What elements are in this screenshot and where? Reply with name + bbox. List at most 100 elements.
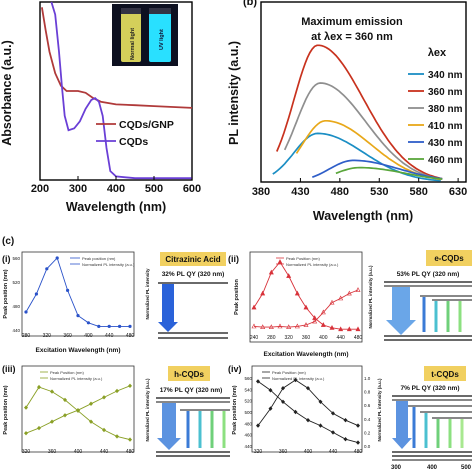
data-point <box>251 323 257 329</box>
legend-ii-item-2: Normalized PL intensity (a.u.) <box>286 262 339 267</box>
data-point <box>331 430 335 435</box>
x-tick-label: 440 <box>329 449 338 455</box>
subpanel-i-frame <box>21 251 135 337</box>
x-tick-label: 360 <box>279 449 288 455</box>
data-point <box>128 324 132 328</box>
inset-label-normal: Normal light <box>130 28 136 60</box>
legend-b-item: 410 nm <box>428 121 463 132</box>
data-point <box>293 377 298 383</box>
data-point <box>63 397 67 403</box>
x-tick-label: 200 <box>31 183 49 195</box>
subpanel-i-y2label: Normalized PL intensity <box>145 268 150 319</box>
y-tick-label: 440 <box>12 328 20 333</box>
data-point <box>318 423 323 428</box>
legend-iii: Peak Position (nm) Normalized PL intensi… <box>40 370 103 381</box>
subpanel-iv: (iv) 320 360 400 440 480 440 460 480 500 520 540 56… <box>228 364 472 471</box>
subpanel-iv-ylabel: Peak position (nm) <box>232 385 238 434</box>
data-point <box>306 417 310 423</box>
x-tick-label: 530 <box>370 186 388 198</box>
qy-iii: 17% PL QY (320 nm) <box>160 387 223 394</box>
subpanel-iii-y2label: Normalized PL intensity (a.u.) <box>145 378 150 441</box>
data-point <box>343 437 348 442</box>
y-tick-label: 480 <box>244 421 252 426</box>
x-tick-label: 400 <box>304 449 313 455</box>
y2-tick-label: 0.8 <box>364 390 371 395</box>
data-point <box>37 425 41 431</box>
x-tick-label: 360 <box>48 449 57 455</box>
panel-b: (b) Maximum emission at λex = 360 nm 380… <box>227 0 467 223</box>
data-point <box>24 405 28 410</box>
data-point <box>346 290 352 296</box>
data-point <box>24 431 28 436</box>
subpanel-ii-label: (ii) <box>228 254 239 264</box>
y-tick-label: 480 <box>12 304 20 309</box>
data-point <box>50 419 54 424</box>
pl-curve-360-nm <box>276 44 443 180</box>
data-point <box>102 427 106 433</box>
x-tick-label: 280 <box>22 333 31 339</box>
panel-b-legend-title: λex <box>428 47 447 59</box>
data-point <box>251 304 257 310</box>
legend-i: Peak position (nm) Normalized PL intensi… <box>70 256 135 267</box>
data-point <box>45 267 49 271</box>
subpanel-ii-y2label: Normalized PL intensity (a.u.) <box>368 265 373 328</box>
y-tick-label: 520 <box>244 399 252 404</box>
data-point <box>268 269 274 275</box>
x-tick-label: 500 <box>145 183 163 195</box>
y-tick-label: 460 <box>244 433 252 438</box>
data-point <box>37 384 41 390</box>
data-point <box>355 326 361 332</box>
data-point <box>24 310 28 314</box>
qy-i: 32% PL QY (320 nm) <box>162 271 225 278</box>
x-tick-label: 480 <box>354 335 363 341</box>
x-tick-label: 320 <box>22 449 31 455</box>
data-point <box>89 401 93 406</box>
legend-a: CQDs/GNP CQDs <box>96 119 174 148</box>
data-point <box>320 322 326 327</box>
data-point <box>286 273 292 278</box>
panel-b-title: Maximum emission <box>301 16 403 28</box>
panel-b-xlabel: Wavelength (nm) <box>313 209 413 223</box>
data-point <box>55 256 59 260</box>
vial-uv-light <box>149 12 171 62</box>
series-line-0 <box>253 289 359 328</box>
legend-b: 340 nm 360 nm 380 nm 410 nm 430 nm 460 nm <box>408 70 463 166</box>
data-point <box>115 388 119 394</box>
data-point <box>329 324 335 330</box>
legend-ii: Peak Position (nm) Normalized PL intensi… <box>276 256 339 267</box>
panel-b-subtitle: at λex = 360 nm <box>311 31 393 43</box>
badge-citrazinic-acid <box>160 252 226 266</box>
data-point <box>318 399 323 404</box>
panel-a-xlabel: Wavelength (nm) <box>66 200 166 214</box>
data-point <box>76 407 80 413</box>
subpanel-i-ylabel: Peak position (nm) <box>3 269 9 318</box>
data-point <box>329 299 335 305</box>
y2-tick-label: 0.4 <box>364 417 371 422</box>
data-point <box>102 395 106 400</box>
badge-e-cqds <box>426 250 472 266</box>
x-tick-label: 580 <box>410 186 428 198</box>
emission-arrow-iv-blue <box>392 401 412 449</box>
x-tick-label: 380 <box>252 186 270 198</box>
x-tick-label: 280 <box>267 335 276 341</box>
y-tick-label: 500 <box>244 410 252 415</box>
data-point <box>294 323 300 329</box>
subpanel-iv-y2label: Normalized PL intensity (a.u.) <box>377 378 382 441</box>
x-tick-label: 430 <box>291 186 309 198</box>
x-tick-label: 400 <box>74 449 83 455</box>
data-point <box>256 423 260 428</box>
legend-b-item: 360 nm <box>428 87 463 98</box>
emission-arrow-i <box>158 284 178 332</box>
data-point <box>50 389 54 394</box>
x-tick-label: 300 <box>69 183 87 195</box>
x-tick-label: 480 <box>354 449 363 455</box>
x-tick-label: 360 <box>302 335 311 341</box>
legend-iv: Peak Position (nm) Normalized PL intensi… <box>262 370 325 381</box>
panel-a: Normal light UV light 200 300 400 500 600 CQ… <box>0 1 201 214</box>
legend-iii-item-1: Peak Position (nm) <box>50 370 84 375</box>
diagram-tick-500: 500 <box>461 465 472 471</box>
emission-arrow-iii-blue <box>157 403 181 450</box>
data-point <box>306 386 310 391</box>
qy-ii: 53% PL QY (320 nm) <box>397 271 460 278</box>
